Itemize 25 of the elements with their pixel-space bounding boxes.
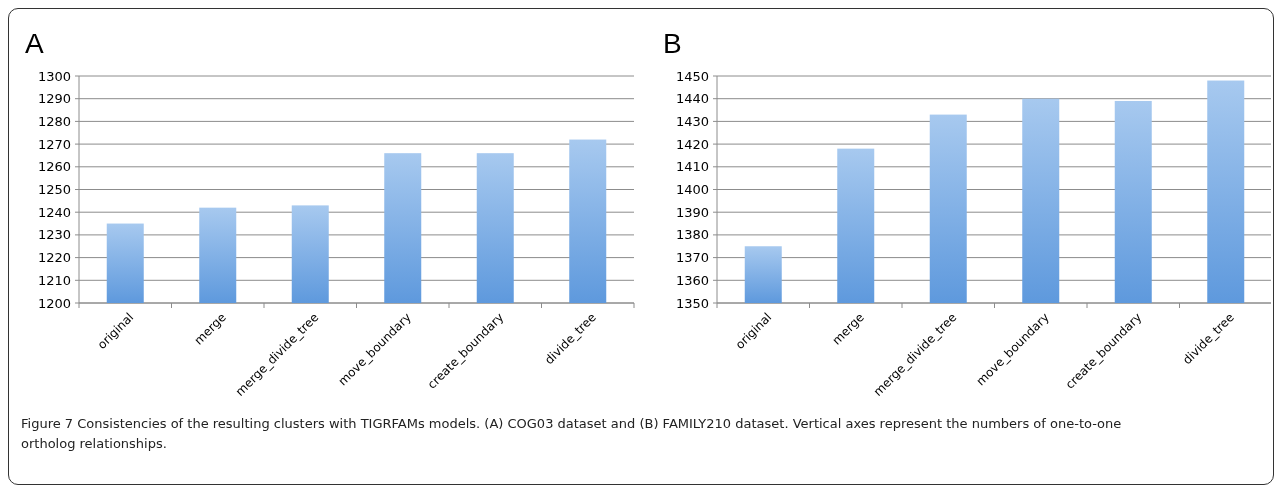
y-tick-label: 1200 xyxy=(37,295,71,311)
y-tick-label: 1440 xyxy=(675,91,709,107)
y-tick-label: 1420 xyxy=(675,136,709,152)
y-tick-label: 1390 xyxy=(675,204,709,220)
y-tick-label: 1410 xyxy=(675,159,709,175)
y-tick-label: 1380 xyxy=(675,227,709,243)
chart-title: B xyxy=(663,28,682,59)
y-tick-label: 1230 xyxy=(37,227,71,243)
y-tick-label: 1360 xyxy=(675,272,709,288)
y-tick-label: 1220 xyxy=(37,250,71,266)
y-tick-label: 1250 xyxy=(37,182,71,198)
y-tick-label: 1280 xyxy=(37,113,71,129)
y-tick-label: 1270 xyxy=(37,136,71,152)
y-tick-label: 1300 xyxy=(37,68,71,84)
y-tick-label: 1370 xyxy=(675,250,709,266)
caption: Figure 7 Consistencies of the resulting clusters with TIGRFAMs models. (A) COG03 dataset and (B) FAMILY210 dataset. Vertical axes represent the numbers of one-to-one ortholog relationships. xyxy=(21,415,1123,453)
y-tick-label: 1210 xyxy=(37,272,71,288)
y-tick-label: 1240 xyxy=(37,204,71,220)
y-tick-label: 1430 xyxy=(675,113,709,129)
y-tick-label: 1260 xyxy=(37,159,71,175)
y-tick-label: 1450 xyxy=(675,68,709,84)
chart-title: A xyxy=(25,28,44,59)
y-tick-label: 1350 xyxy=(675,295,709,311)
y-tick-label: 1290 xyxy=(37,91,71,107)
y-tick-label: 1400 xyxy=(675,182,709,198)
